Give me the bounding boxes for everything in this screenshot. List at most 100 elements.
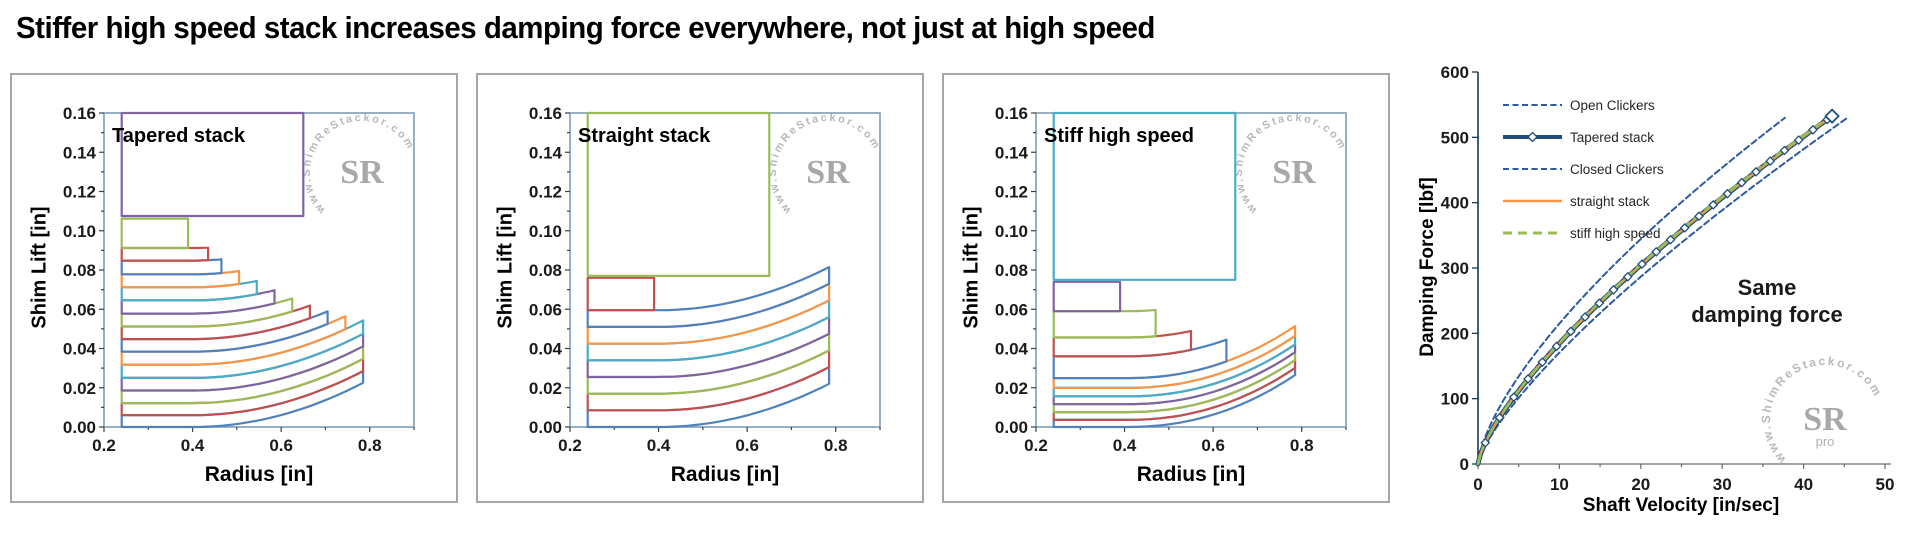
y-tick-label: 0.06	[995, 300, 1028, 319]
series-marker	[1594, 298, 1605, 309]
y-axis-label: Damping Force [lbf]	[1417, 177, 1438, 357]
x-tick-label: 0	[1473, 475, 1482, 494]
y-tick-label: 0.12	[995, 183, 1028, 202]
chart-panel-stiff-high-speed: www.ShimReStackor.com SR 0.00 0.02 0.04 0.06 0…	[942, 73, 1390, 503]
x-tick-label: 0.2	[558, 436, 582, 455]
shim-outline	[120, 304, 311, 341]
y-tick-label: 0.16	[63, 104, 96, 123]
y-tick-label: 0.02	[63, 379, 96, 398]
x-tick-label: 0.2	[92, 436, 116, 455]
y-tick-label: 500	[1441, 128, 1469, 147]
series-marker	[1808, 124, 1818, 135]
series-marker	[1694, 211, 1704, 222]
x-tick-label: 0.8	[358, 436, 382, 455]
watermark-logo: SR	[1803, 401, 1847, 438]
legend-label: stiff high speed	[1570, 226, 1661, 241]
chart-panel-straight-stack: www.ShimReStackor.com SR 0.00 0.02 0.04 0.06 0…	[476, 73, 924, 503]
series-marker	[1565, 326, 1576, 337]
y-tick-label: 0.00	[995, 418, 1028, 437]
series-marker	[1765, 156, 1776, 166]
watermark-logo: SR	[340, 154, 384, 191]
shim-outline	[586, 266, 831, 328]
shim-outline	[1052, 338, 1228, 380]
series-marker	[1508, 392, 1519, 403]
series-marker	[1665, 234, 1676, 245]
series-marker	[1523, 374, 1533, 384]
x-tick-label: 0.2	[1024, 436, 1048, 455]
clamp-outline	[586, 111, 771, 277]
series-marker	[1551, 341, 1562, 352]
x-tick-label: 0.8	[1290, 436, 1314, 455]
watermark-logo: SR	[1272, 154, 1316, 191]
x-tick-label: 20	[1631, 475, 1650, 494]
damping-force-chart: www.ShimReStackor.comSRpro01002003004005…	[1441, 63, 1895, 494]
x-tick-label: 50	[1876, 475, 1895, 494]
x-axis-label: Radius [in]	[1136, 463, 1246, 486]
y-tick-label: 100	[1441, 390, 1469, 409]
series-marker	[1537, 357, 1548, 368]
legend-item: stiff high speed	[1503, 226, 1661, 241]
y-tick-label: 0.04	[995, 340, 1029, 359]
series-open-clickers	[1477, 116, 1786, 465]
y-tick-label: 0.08	[63, 261, 96, 280]
y-tick-label: 0.00	[63, 418, 96, 437]
y-tick-label: 0.06	[529, 300, 562, 319]
y-tick-label: 0	[1460, 455, 1469, 474]
series-end-marker	[1824, 108, 1840, 124]
shim-outline	[120, 319, 365, 379]
y-tick-label: 0.06	[63, 300, 96, 319]
y-tick-label: 0.08	[995, 261, 1028, 280]
y-tick-label: 0.00	[529, 418, 562, 437]
chart-panel-damping-force: www.ShimReStackor.com SR pro 0 100 200 300 400 5…	[1400, 58, 1920, 551]
y-tick-label: 0.02	[529, 379, 562, 398]
shim-outline	[120, 217, 190, 250]
series-marker	[1708, 199, 1719, 210]
series-marker	[1608, 284, 1619, 295]
annotation-line-2: damping force	[1691, 302, 1843, 327]
legend-item: straight stack	[1503, 194, 1650, 209]
y-tick-label: 0.12	[529, 183, 562, 202]
y-tick-label: 0.10	[529, 222, 562, 241]
x-tick-label: 0.4	[181, 436, 205, 455]
chart-panel-tapered-stack: www.ShimReStackor.com SR 0.00 0.02 0.04 0.06 0…	[10, 73, 458, 503]
series-marker	[1751, 166, 1761, 177]
legend-item: Open Clickers	[1503, 98, 1655, 113]
x-tick-label: 0.6	[269, 436, 293, 455]
y-tick-label: 0.12	[63, 183, 96, 202]
clamp-outline	[1052, 111, 1237, 281]
watermark-logo-sub: pro	[1816, 434, 1835, 449]
y-tick-label: 0.10	[63, 222, 96, 241]
x-tick-label: 0.8	[824, 436, 848, 455]
y-axis-label: Shim Lift [in]	[28, 206, 51, 329]
chart-title-straight: Straight stack	[578, 125, 711, 147]
y-tick-label: 0.04	[529, 340, 563, 359]
legend-label: Tapered stack	[1570, 130, 1654, 145]
shim-outline	[1052, 359, 1297, 421]
y-tick-label: 0.04	[63, 340, 97, 359]
chart-title-stiff: Stiff high speed	[1044, 125, 1194, 147]
shim-outline	[120, 332, 365, 392]
series-marker	[1679, 222, 1690, 233]
y-tick-label: 0.14	[995, 143, 1029, 162]
y-tick-label: 0.02	[995, 379, 1028, 398]
series-marker	[1651, 246, 1662, 257]
y-axis-label: Shim Lift [in]	[494, 206, 517, 329]
y-tick-label: 600	[1441, 63, 1469, 82]
x-tick-label: 10	[1550, 475, 1569, 494]
shim-outline	[1052, 308, 1157, 339]
series-marker	[1793, 135, 1804, 146]
shim-outline	[120, 246, 210, 262]
shim-outline	[1052, 280, 1122, 313]
tapered-stack-chart: www.ShimReStackor.comSR0.000.020.040.060…	[63, 87, 419, 455]
x-tick-label: 30	[1713, 475, 1732, 494]
series-marker	[1494, 412, 1505, 423]
y-tick-label: 200	[1441, 324, 1469, 343]
legend-label: straight stack	[1570, 194, 1650, 209]
legend-marker-sample	[1527, 131, 1538, 143]
series-marker	[1480, 437, 1491, 448]
y-tick-label: 400	[1441, 194, 1469, 213]
straight-stack-chart: www.ShimReStackor.comSR0.000.020.040.060…	[529, 87, 885, 455]
stiff-high-speed-chart: www.ShimReStackor.comSR0.000.020.040.060…	[995, 87, 1351, 455]
y-tick-label: 0.14	[63, 143, 97, 162]
legend-item: Closed Clickers	[1503, 162, 1664, 177]
